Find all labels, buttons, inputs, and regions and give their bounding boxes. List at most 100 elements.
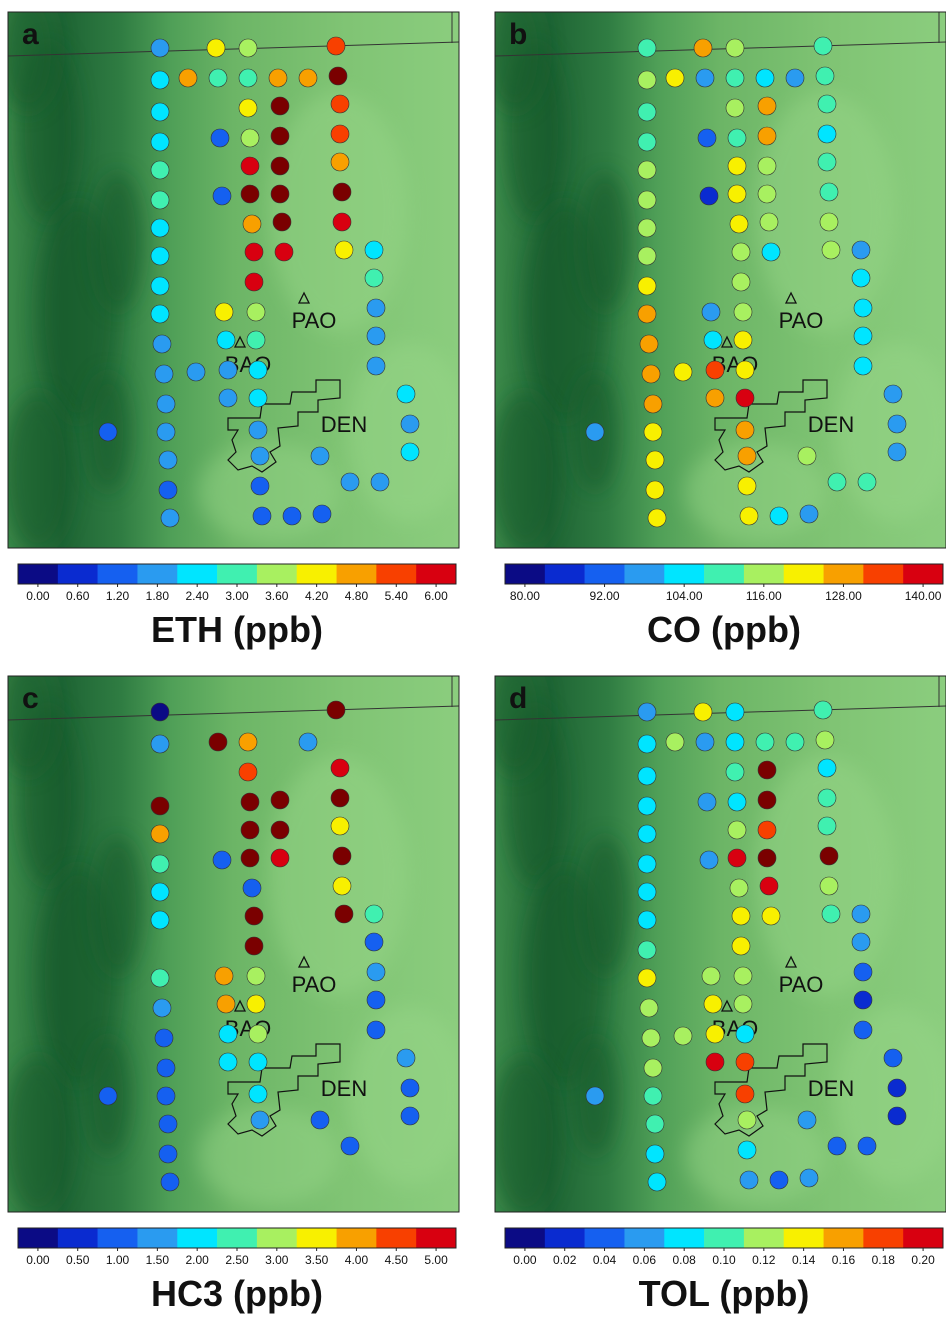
data-point (638, 825, 656, 843)
data-point (646, 481, 664, 499)
data-point (638, 883, 656, 901)
colorbar-box (704, 564, 744, 584)
data-point (854, 1021, 872, 1039)
data-point (219, 389, 237, 407)
data-point (706, 1053, 724, 1071)
site-label: PAO (779, 972, 824, 997)
data-point (738, 477, 756, 495)
data-point (215, 303, 233, 321)
data-point (816, 67, 834, 85)
data-point (249, 361, 267, 379)
data-point (694, 39, 712, 57)
colorbar-tick-label: 4.00 (345, 1253, 369, 1267)
data-point (740, 1171, 758, 1189)
data-point (704, 995, 722, 1013)
data-point (704, 331, 722, 349)
data-point (730, 215, 748, 233)
data-point (734, 331, 752, 349)
data-point (758, 97, 776, 115)
data-point (816, 731, 834, 749)
colorbar-tick-label: 6.00 (424, 589, 448, 603)
colorbar-tick-label: 0.00 (26, 589, 50, 603)
colorbar-box (297, 1228, 337, 1248)
data-point (728, 157, 746, 175)
data-point (341, 1137, 359, 1155)
data-point (151, 305, 169, 323)
data-point (271, 127, 289, 145)
data-point (638, 703, 656, 721)
data-point (331, 759, 349, 777)
colorbar-title: CO (ppb) (647, 609, 801, 650)
data-point (638, 277, 656, 295)
data-point (818, 817, 836, 835)
data-point (401, 415, 419, 433)
data-point (758, 821, 776, 839)
colorbar-tick-label: 0.18 (872, 1253, 896, 1267)
data-point (151, 71, 169, 89)
data-point (666, 733, 684, 751)
data-point (648, 509, 666, 527)
colorbar-box (545, 564, 585, 584)
data-point (726, 39, 744, 57)
data-point (245, 907, 263, 925)
page: {"chart_data":[ {"type":"scatter","lette… (0, 0, 946, 1315)
data-point (758, 127, 776, 145)
data-point (644, 423, 662, 441)
data-point (239, 763, 257, 781)
data-point (666, 69, 684, 87)
colorbar-tick-label: 0.12 (752, 1253, 776, 1267)
data-point (820, 213, 838, 231)
data-point (730, 879, 748, 897)
data-point (738, 1111, 756, 1129)
data-point (251, 477, 269, 495)
data-point (151, 911, 169, 929)
colorbar-tick-label: 5.00 (424, 1253, 448, 1267)
colorbar-box (624, 1228, 664, 1248)
data-point (329, 67, 347, 85)
colorbar-tick-label: 0.14 (792, 1253, 816, 1267)
colorbar-tick-label: 0.16 (832, 1253, 856, 1267)
data-point (888, 443, 906, 461)
data-point (213, 851, 231, 869)
map: PAOBAODEN (0, 0, 468, 552)
data-point (854, 991, 872, 1009)
data-point (151, 797, 169, 815)
data-point (157, 1059, 175, 1077)
colorbar-tick-label: 3.50 (305, 1253, 329, 1267)
colorbar-box (297, 564, 337, 584)
terrain-shade (93, 836, 143, 976)
map: PAOBAODEN (485, 656, 946, 1216)
terrain-shade (490, 392, 560, 552)
data-point (758, 849, 776, 867)
data-point (858, 1137, 876, 1155)
data-point (736, 421, 754, 439)
data-point (858, 473, 876, 491)
data-point (644, 395, 662, 413)
data-point (736, 389, 754, 407)
data-point (327, 37, 345, 55)
terrain-shade (485, 656, 545, 776)
colorbar-box (177, 1228, 217, 1248)
data-point (239, 39, 257, 57)
colorbar-box (98, 564, 138, 584)
data-point (638, 941, 656, 959)
colorbar-box (863, 1228, 903, 1248)
data-point (758, 761, 776, 779)
data-point (638, 767, 656, 785)
data-point (818, 125, 836, 143)
data-point (818, 789, 836, 807)
data-point (700, 851, 718, 869)
colorbar-tick-label: 2.00 (186, 1253, 210, 1267)
data-point (786, 733, 804, 751)
colorbar-box (416, 1228, 456, 1248)
data-point (151, 39, 169, 57)
data-point (888, 1079, 906, 1097)
colorbar-tick-label: 116.00 (746, 589, 782, 603)
data-point (758, 157, 776, 175)
colorbar-box (337, 1228, 377, 1248)
terrain-shade (93, 172, 143, 312)
colorbar-box (217, 1228, 257, 1248)
data-point (217, 331, 235, 349)
